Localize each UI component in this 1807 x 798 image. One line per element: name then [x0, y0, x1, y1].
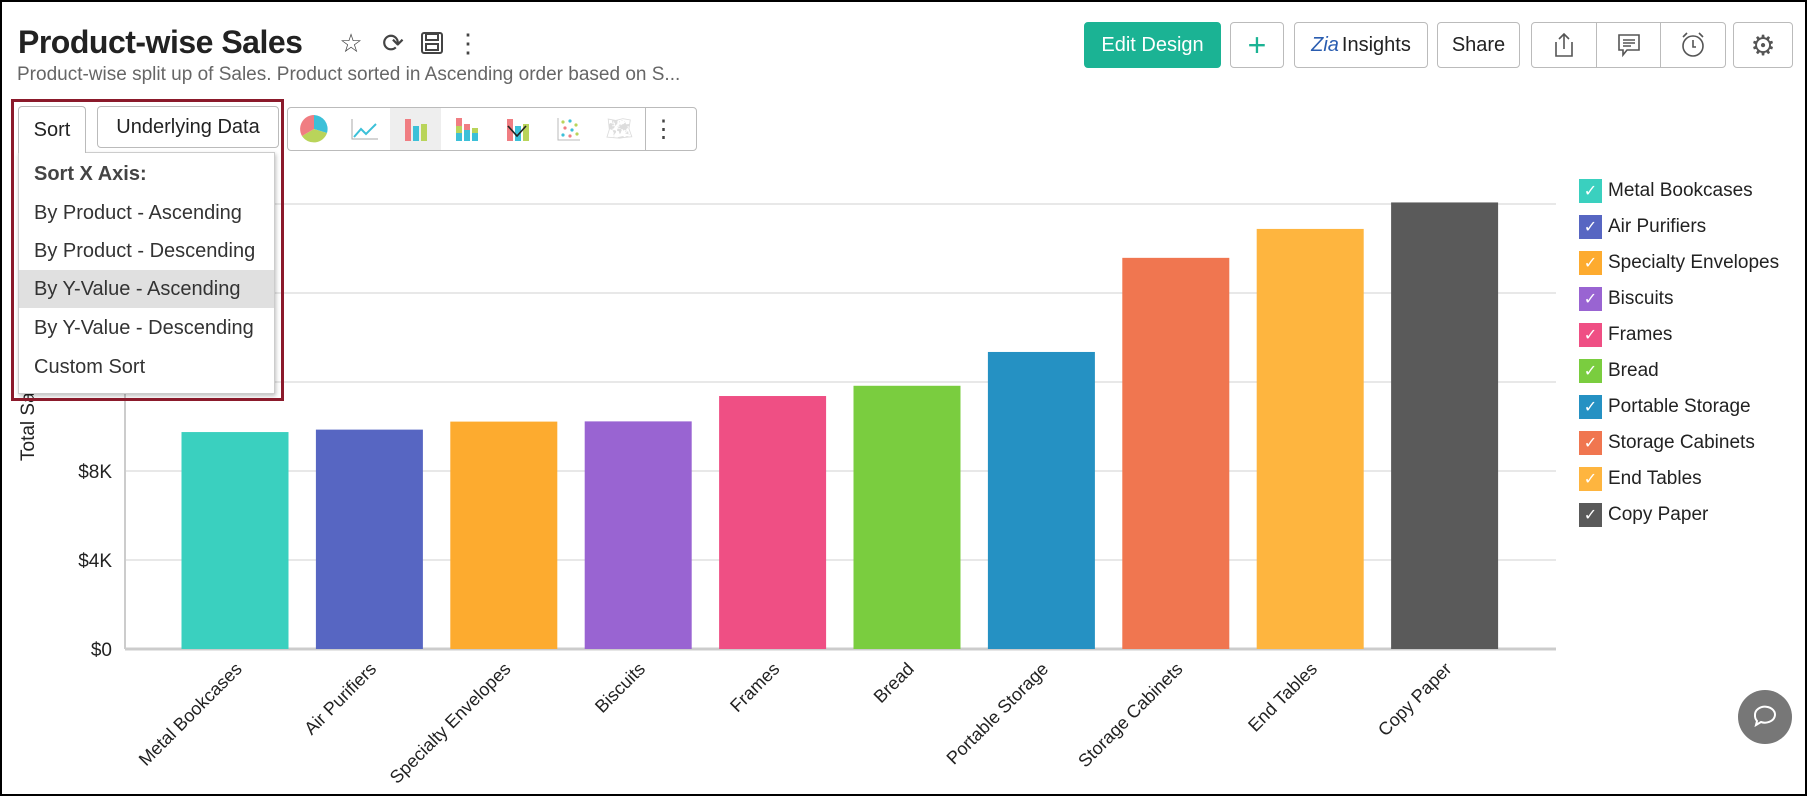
more-chart-types-icon[interactable]: ⋮	[645, 108, 681, 150]
legend-item[interactable]: ✓ Frames	[1579, 323, 1672, 347]
legend-label: End Tables	[1608, 468, 1702, 489]
save-icon[interactable]	[417, 28, 447, 58]
checkbox-checked-icon[interactable]: ✓	[1579, 323, 1602, 347]
x-tick-label: Biscuits	[591, 659, 649, 717]
sort-option-product-desc[interactable]: By Product - Descending	[34, 239, 256, 262]
sort-option-custom[interactable]: Custom Sort	[34, 355, 146, 378]
legend-label: Specialty Envelopes	[1608, 252, 1780, 273]
bar-metal-bookcases	[181, 432, 289, 649]
checkbox-checked-icon[interactable]: ✓	[1579, 251, 1602, 275]
legend-item[interactable]: ✓ End Tables	[1579, 467, 1702, 491]
checkbox-checked-icon[interactable]: ✓	[1579, 215, 1602, 239]
insights-button[interactable]: Zia Insights	[1294, 22, 1428, 68]
action-button-group	[1531, 22, 1726, 68]
legend-label: Biscuits	[1608, 288, 1674, 309]
checkbox-checked-icon[interactable]: ✓	[1579, 287, 1602, 311]
checkbox-checked-icon[interactable]: ✓	[1579, 179, 1602, 203]
legend-item[interactable]: ✓ Storage Cabinets	[1579, 431, 1755, 455]
bar-storage-cabinets	[1122, 257, 1230, 649]
sort-option-yvalue-asc[interactable]: By Y-Value - Ascending	[19, 270, 274, 308]
checkbox-checked-icon[interactable]: ✓	[1579, 503, 1602, 527]
bar-portable-storage	[987, 351, 1095, 649]
line-chart-icon[interactable]	[339, 108, 390, 150]
legend-item[interactable]: ✓ Copy Paper	[1579, 503, 1708, 527]
sort-dropdown-menu: Sort X Axis: By Product - Ascending By P…	[18, 152, 275, 394]
chat-icon	[1753, 705, 1776, 728]
bar-copy-paper	[1391, 202, 1499, 649]
checkbox-checked-icon[interactable]: ✓	[1579, 395, 1602, 419]
more-vertical-icon[interactable]: ⋮	[455, 27, 481, 58]
share-button[interactable]: Share	[1437, 22, 1520, 68]
checkbox-checked-icon[interactable]: ✓	[1579, 431, 1602, 455]
bar-air-purifiers	[315, 429, 423, 649]
x-tick-label: Bread	[870, 659, 918, 707]
bar-chart-icon[interactable]	[390, 108, 441, 150]
insights-label: Insights	[1341, 33, 1411, 56]
x-tick-label: Storage Cabinets	[1074, 659, 1186, 771]
legend-label: Frames	[1608, 324, 1673, 345]
x-tick-label: Portable Storage	[943, 659, 1053, 769]
bar-biscuits	[584, 421, 692, 649]
x-tick-label: Air Purifiers	[300, 659, 380, 739]
export-icon[interactable]	[1532, 23, 1597, 67]
sort-option-product-asc[interactable]: By Product - Ascending	[34, 201, 242, 224]
legend-item[interactable]: ✓ Air Purifiers	[1579, 215, 1706, 239]
alarm-icon[interactable]	[1661, 23, 1725, 67]
x-tick-label: End Tables	[1244, 659, 1321, 736]
tab-sort[interactable]: Sort	[18, 106, 86, 153]
sort-option-yvalue-desc[interactable]: By Y-Value - Descending	[34, 316, 254, 339]
x-tick-label: Frames	[726, 659, 783, 716]
legend-label: Air Purifiers	[1608, 216, 1707, 237]
page-title: Product-wise Sales	[18, 24, 303, 60]
checkbox-checked-icon[interactable]: ✓	[1579, 359, 1602, 383]
bar-bread	[853, 385, 961, 649]
star-icon[interactable]: ☆	[339, 27, 363, 58]
checkbox-checked-icon[interactable]: ✓	[1579, 467, 1602, 491]
sort-menu-header: Sort X Axis:	[34, 162, 147, 185]
legend-label: Copy Paper	[1608, 504, 1709, 525]
legend-item[interactable]: ✓ Biscuits	[1579, 287, 1673, 311]
bar-end-tables	[1256, 228, 1364, 650]
zia-icon: Zia	[1311, 33, 1339, 56]
edit-design-button[interactable]: Edit Design	[1084, 22, 1221, 68]
x-tick-label: Copy Paper	[1374, 659, 1455, 740]
y-tick-label: $0	[91, 640, 112, 661]
legend-item[interactable]: ✓ Portable Storage	[1579, 395, 1751, 419]
refresh-icon[interactable]: ⟳	[382, 27, 404, 58]
combo-chart-icon[interactable]	[492, 108, 543, 150]
bar-chart: $0 $4K $8K Metal Bookcases Air Purifiers Spec…	[78, 194, 1556, 788]
legend-item[interactable]: ✓ Metal Bookcases	[1579, 179, 1753, 203]
y-tick-label: $8K	[78, 462, 112, 483]
y-tick-label: $4K	[78, 551, 112, 572]
scatter-chart-icon[interactable]	[543, 108, 594, 150]
gear-icon[interactable]: ⚙	[1733, 22, 1793, 68]
legend-label: Portable Storage	[1608, 396, 1751, 417]
pie-chart-icon[interactable]	[288, 108, 339, 150]
x-tick-label: Specialty Envelopes	[386, 659, 515, 788]
stacked-bar-chart-icon[interactable]	[441, 108, 492, 150]
bar-specialty-envelopes	[450, 421, 558, 649]
comment-icon[interactable]	[1597, 23, 1662, 67]
legend-label: Metal Bookcases	[1608, 180, 1753, 201]
x-tick-label: Metal Bookcases	[135, 659, 246, 770]
legend-item[interactable]: ✓ Specialty Envelopes	[1579, 251, 1779, 275]
legend-item[interactable]: ✓ Bread	[1579, 359, 1659, 383]
legend-label: Bread	[1608, 360, 1659, 381]
add-button[interactable]: +	[1230, 22, 1284, 68]
bar-frames	[719, 396, 827, 649]
chat-support-button[interactable]	[1738, 690, 1792, 744]
legend-label: Storage Cabinets	[1608, 432, 1755, 453]
tab-underlying-data[interactable]: Underlying Data	[97, 106, 279, 148]
map-chart-icon[interactable]: 🗺	[605, 116, 634, 141]
page-subtitle: Product-wise split up of Sales. Product …	[17, 64, 681, 85]
chart-type-toolbar: 🗺 ⋮	[287, 107, 697, 151]
